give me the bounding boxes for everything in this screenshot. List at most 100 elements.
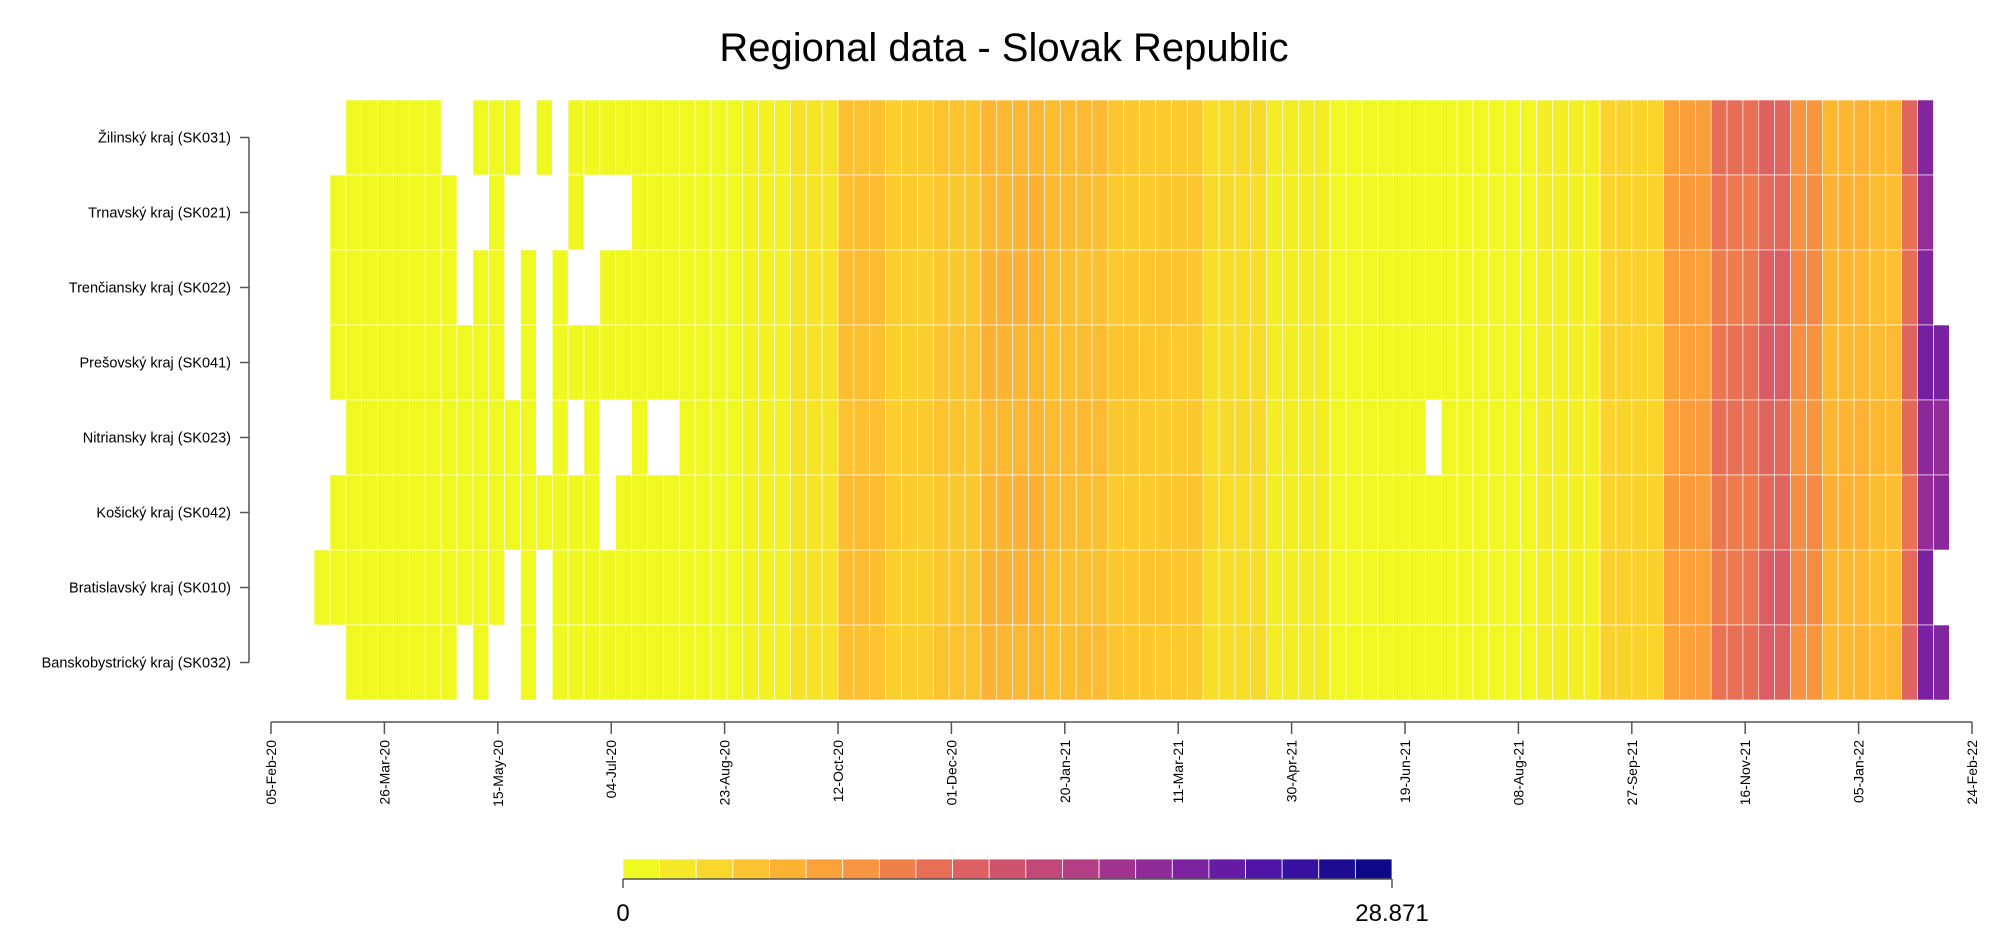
heatmap-cell	[1186, 99, 1204, 176]
heatmap-cell	[1790, 174, 1807, 251]
heatmap-cell	[742, 174, 759, 251]
heatmap-cell	[932, 174, 950, 251]
heatmap-cell	[1726, 549, 1744, 626]
heatmap-cell	[1345, 399, 1363, 476]
heatmap-cell	[1631, 474, 1648, 551]
heatmap-cell	[1456, 474, 1474, 551]
heatmap-cell	[758, 399, 775, 476]
heatmap-cell	[1806, 174, 1823, 251]
heatmap-cell	[901, 624, 918, 701]
heatmap-cell	[1250, 549, 1267, 626]
heatmap-cell	[329, 324, 347, 401]
heatmap-cell	[1440, 324, 1458, 401]
heatmap-cell	[1710, 549, 1728, 626]
x-tick-label: 01-Dec-20	[943, 740, 959, 806]
heatmap-cell	[631, 399, 648, 476]
heatmap-cell	[1329, 399, 1347, 476]
heatmap-cell	[917, 249, 934, 326]
heatmap-cell	[1647, 474, 1664, 551]
heatmap-cell	[1536, 249, 1553, 326]
heatmap-cell	[1282, 549, 1299, 626]
heatmap-cell	[1536, 174, 1553, 251]
heatmap-cell	[1234, 249, 1252, 326]
heatmap-cell	[647, 474, 664, 551]
heatmap-cell	[599, 624, 617, 701]
colorbar-swatch	[622, 858, 661, 880]
heatmap-cell	[1837, 174, 1855, 251]
x-tick-label: 05-Feb-20	[263, 740, 279, 805]
heatmap-cell	[1059, 99, 1077, 176]
heatmap-cell	[1202, 99, 1220, 176]
heatmap-cell	[393, 399, 410, 476]
heatmap-cell	[1806, 99, 1823, 176]
heatmap-cell	[948, 624, 966, 701]
heatmap-cell	[1329, 474, 1347, 551]
heatmap-cell	[1568, 549, 1585, 626]
heatmap-cell	[1218, 624, 1236, 701]
heatmap-cell	[1583, 174, 1601, 251]
heatmap-cell	[869, 174, 886, 251]
heatmap-cell	[1822, 399, 1839, 476]
heatmap-cell	[742, 324, 759, 401]
heatmap-cell	[583, 624, 601, 701]
heatmap-cell	[885, 249, 902, 326]
heatmap-cell	[1790, 249, 1807, 326]
heatmap-cell	[1282, 99, 1299, 176]
heatmap-cell	[1044, 399, 1061, 476]
heatmap-cell	[1393, 174, 1410, 251]
heatmap-cell	[996, 99, 1013, 176]
heatmap-cell	[440, 174, 458, 251]
heatmap-cell	[1155, 624, 1172, 701]
heatmap-cell	[1504, 549, 1521, 626]
heatmap-cell	[345, 99, 363, 176]
heatmap-cell	[1695, 474, 1712, 551]
heatmap-cell	[329, 174, 347, 251]
heatmap-cell	[409, 624, 426, 701]
heatmap-cell	[409, 249, 426, 326]
heatmap-cell	[345, 324, 363, 401]
heatmap-cell	[678, 624, 696, 701]
heatmap-cell	[551, 549, 569, 626]
heatmap-cell	[1250, 474, 1267, 551]
heatmap-cell	[774, 249, 791, 326]
heatmap-cell	[1250, 249, 1267, 326]
heatmap-cell	[536, 474, 553, 551]
heatmap-cell	[393, 324, 410, 401]
heatmap-cell	[1456, 99, 1474, 176]
heatmap-cell	[1282, 249, 1299, 326]
y-tick-label: Trnavský kraj (SK021)	[88, 206, 231, 222]
heatmap-cell	[1139, 174, 1156, 251]
heatmap-cell	[917, 399, 934, 476]
heatmap-cell	[790, 399, 807, 476]
heatmap-cell	[901, 549, 918, 626]
heatmap-cell	[1377, 474, 1394, 551]
heatmap-cell	[1615, 624, 1633, 701]
colorbar-swatch	[1171, 858, 1210, 880]
heatmap-cell	[964, 174, 982, 251]
heatmap-cell	[1282, 474, 1299, 551]
heatmap-cell	[1710, 174, 1728, 251]
heatmap-cell	[1329, 174, 1347, 251]
heatmap-cell	[1488, 99, 1506, 176]
heatmap-cell	[1758, 549, 1775, 626]
heatmap-cell	[678, 99, 696, 176]
heatmap-cell	[948, 549, 966, 626]
heatmap-cell	[1615, 324, 1633, 401]
colorbar-swatch	[1098, 858, 1137, 880]
heatmap-cell	[1091, 549, 1109, 626]
heatmap-cell	[1028, 624, 1045, 701]
heatmap-cell	[1266, 549, 1283, 626]
heatmap-cell	[1393, 549, 1410, 626]
heatmap-cell	[377, 174, 394, 251]
heatmap-cell	[361, 174, 378, 251]
heatmap-cell	[790, 624, 807, 701]
heatmap-cell	[1345, 549, 1363, 626]
heatmap-cell	[853, 399, 871, 476]
heatmap-cell	[1647, 174, 1664, 251]
heatmap-cell	[1774, 249, 1791, 326]
colorbar-legend: 0 28.871	[616, 858, 1429, 927]
colorbar-swatch	[1318, 858, 1356, 880]
heatmap-cell	[1822, 249, 1839, 326]
heatmap-cell	[1028, 249, 1045, 326]
heatmap-cell	[1742, 249, 1760, 326]
